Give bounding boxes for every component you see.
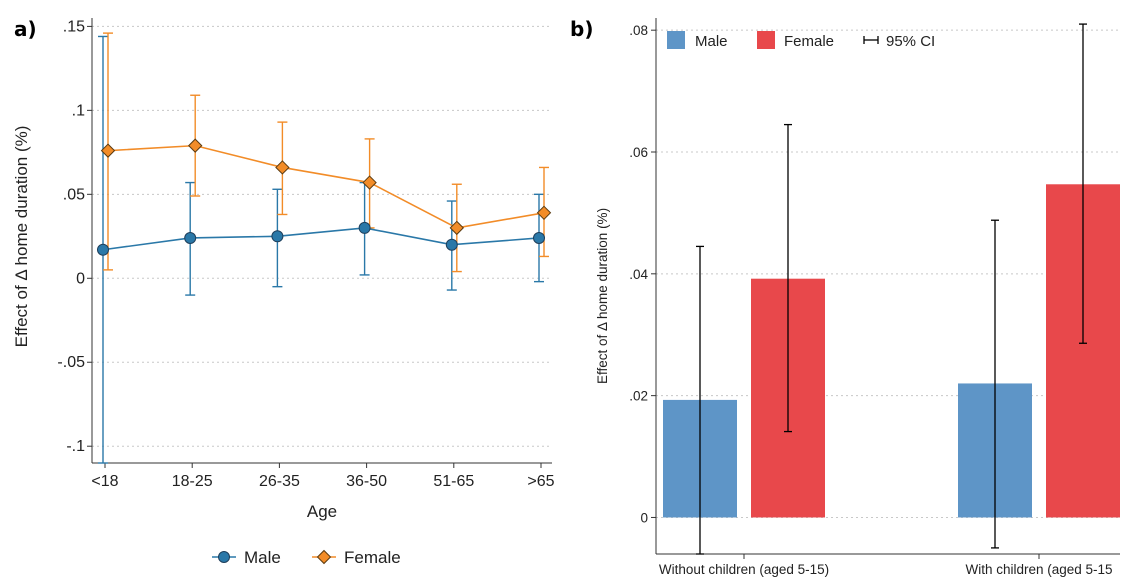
female-point bbox=[449, 220, 465, 236]
x-tick-label: 36-50 bbox=[346, 473, 387, 490]
female-point bbox=[362, 175, 377, 190]
panel-a-x-axis-title: Age bbox=[307, 502, 337, 521]
legend-b-ci-label: 95% CI bbox=[886, 33, 935, 50]
y-tick-label: .08 bbox=[629, 23, 648, 38]
panel-b-bars bbox=[663, 23, 1120, 555]
y-tick-label: 0 bbox=[76, 270, 85, 287]
x-tick-label: 26-35 bbox=[259, 473, 300, 490]
x-tick-label: 51-65 bbox=[433, 473, 474, 490]
y-tick-label: .06 bbox=[629, 145, 648, 160]
legend-male-label: Male bbox=[244, 548, 281, 567]
female-line bbox=[107, 144, 545, 229]
legend-b-ci-marker bbox=[863, 36, 879, 44]
male-point bbox=[271, 230, 284, 243]
panel-a-y-ticks: -.1 -.05 0 .05 .1 .15 bbox=[57, 18, 92, 455]
female-point bbox=[100, 143, 116, 158]
female-error-bars bbox=[103, 32, 549, 273]
legend-b-male-swatch bbox=[667, 31, 685, 49]
legend-female-marker bbox=[312, 549, 336, 565]
x-tick-label: >65 bbox=[527, 473, 554, 490]
x-tick-label: With children (aged 5-15 bbox=[965, 562, 1112, 577]
y-tick-label: .02 bbox=[629, 389, 648, 404]
panel-a-axes bbox=[91, 18, 552, 464]
legend-b-male-label: Male bbox=[695, 33, 728, 50]
male-point bbox=[184, 231, 197, 244]
male-line bbox=[102, 227, 540, 251]
panel-b-y-ticks: 0 .02 .04 .06 .08 bbox=[629, 23, 656, 525]
y-tick-label: .05 bbox=[63, 186, 85, 203]
y-tick-label: .15 bbox=[63, 18, 85, 35]
panel-b-axes bbox=[655, 18, 1120, 555]
x-tick-label: 18-25 bbox=[172, 473, 213, 490]
panel-a-legend: Male Female bbox=[212, 548, 401, 567]
x-tick-label: Without children (aged 5-15) bbox=[659, 562, 829, 577]
male-point bbox=[445, 238, 458, 251]
male-point bbox=[533, 231, 545, 244]
female-point bbox=[187, 138, 203, 153]
panel-b-x-ticks: Without children (aged 5-15) With childre… bbox=[659, 554, 1113, 577]
legend-female-label: Female bbox=[344, 548, 401, 567]
female-point bbox=[536, 205, 552, 220]
panel-a-gridlines bbox=[92, 25, 552, 447]
y-tick-label: 0 bbox=[640, 510, 648, 525]
panel-b-y-axis-title: Effect of Δ home duration (%) bbox=[595, 208, 610, 384]
panel-a-x-ticks: <18 18-25 26-35 36-50 51-65 >65 bbox=[91, 463, 555, 490]
legend-b-female-swatch bbox=[757, 31, 775, 49]
x-tick-label: <18 bbox=[91, 473, 118, 490]
male-error-bars bbox=[98, 35, 544, 464]
y-tick-label: -.1 bbox=[66, 438, 85, 455]
female-point bbox=[275, 160, 290, 175]
y-tick-label: .1 bbox=[72, 102, 85, 119]
legend-b-female-label: Female bbox=[784, 33, 834, 50]
panel-b-gridlines bbox=[656, 29, 1120, 518]
male-point bbox=[358, 221, 371, 234]
male-point bbox=[97, 243, 109, 256]
panel-a-y-axis-title: Effect of Δ home duration (%) bbox=[12, 126, 31, 348]
panel-b-legend: Male Female 95% CI bbox=[667, 31, 935, 50]
y-tick-label: .04 bbox=[629, 267, 648, 282]
y-tick-label: -.05 bbox=[57, 354, 85, 371]
legend-male-marker bbox=[212, 551, 236, 563]
panel-a-label: a) bbox=[14, 17, 37, 41]
panel-a-series bbox=[97, 32, 552, 464]
panel-b-label: b) bbox=[570, 17, 593, 41]
